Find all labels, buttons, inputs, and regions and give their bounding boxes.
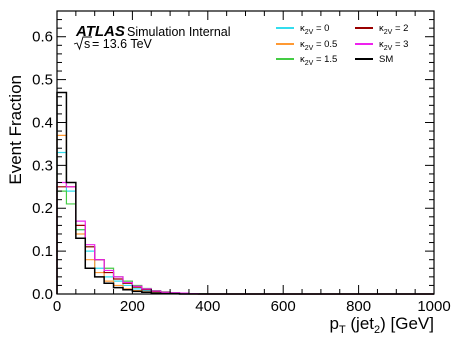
sqrt-symbol <box>73 36 92 51</box>
legend-sub: 2V <box>305 29 314 36</box>
legend-sub: 2V <box>305 45 314 52</box>
y-tick-label: 0.2 <box>32 200 53 217</box>
legend-label-4: κ2V = 3 <box>379 39 408 52</box>
legend-label-3: κ2V = 2 <box>379 23 408 36</box>
legend-sub: 2V <box>305 60 314 67</box>
legend-kappa: κ <box>300 23 305 34</box>
sqrt-s-text: s <box>84 37 90 51</box>
legend-label-2: κ2V = 1.5 <box>300 54 337 67</box>
histogram-line-3 <box>56 186 434 295</box>
y-tick-label: 0.0 <box>32 286 53 303</box>
plot-frame <box>56 10 435 295</box>
y-tick-label: 0.6 <box>32 29 53 46</box>
x-tick-label: 400 <box>195 298 220 315</box>
x-axis-title-sub-t: T <box>339 324 346 336</box>
x-tick-label: 800 <box>346 298 371 315</box>
legend-label-5: SM <box>379 54 393 65</box>
axis-ticks: 0 200 400 600 800 1000 0.0 0.1 0.2 0.3 0.4 0.5 0.6 <box>32 10 451 315</box>
y-axis-title: Event Fraction <box>6 75 25 185</box>
x-axis-title-jet: (jet <box>346 314 375 333</box>
y-tick-label: 0.5 <box>32 72 53 89</box>
legend-sub: 2V <box>384 29 393 36</box>
x-axis-title: pT (jet2) [GeV] <box>329 314 434 336</box>
legend-rest: = 0 <box>313 23 329 34</box>
sqrt-s-label: s = 13.6 TeV <box>73 36 153 51</box>
legend-rest: = 1.5 <box>313 54 337 65</box>
energy-label: = 13.6 TeV <box>92 37 153 51</box>
y-tick-label: 0.1 <box>32 243 53 260</box>
legend-label-0: κ2V = 0 <box>300 23 329 36</box>
histogram-line-5 <box>56 91 434 295</box>
x-axis-title-unit: ) [GeV] <box>380 314 434 333</box>
y-tick-label: 0.4 <box>32 114 53 131</box>
atlas-label: ATLAS <box>75 23 125 40</box>
x-axis-title-sub-2: 2 <box>374 324 380 336</box>
legend-rest: = 2 <box>392 23 408 34</box>
histogram-line-4 <box>56 181 434 295</box>
y-tick-label: 0.3 <box>32 157 53 174</box>
legend-kappa: κ <box>300 54 305 65</box>
x-axis-title-p: p <box>329 314 338 333</box>
legend-kappa: κ <box>379 39 384 50</box>
x-tick-label: 0 <box>53 298 61 315</box>
legend-label-1: κ2V = 0.5 <box>300 39 337 52</box>
legend-kappa: κ <box>379 23 384 34</box>
legend-rest: = 3 <box>392 39 408 50</box>
atlas-subtitle: Simulation Internal <box>127 25 231 39</box>
legend-kappa: κ <box>300 39 305 50</box>
x-tick-label: 600 <box>271 298 296 315</box>
x-tick-label: 1000 <box>417 298 450 315</box>
legend-sub: 2V <box>384 45 393 52</box>
histogram-series <box>56 91 434 295</box>
legend-rest: = 0.5 <box>313 39 337 50</box>
x-tick-label: 200 <box>120 298 145 315</box>
